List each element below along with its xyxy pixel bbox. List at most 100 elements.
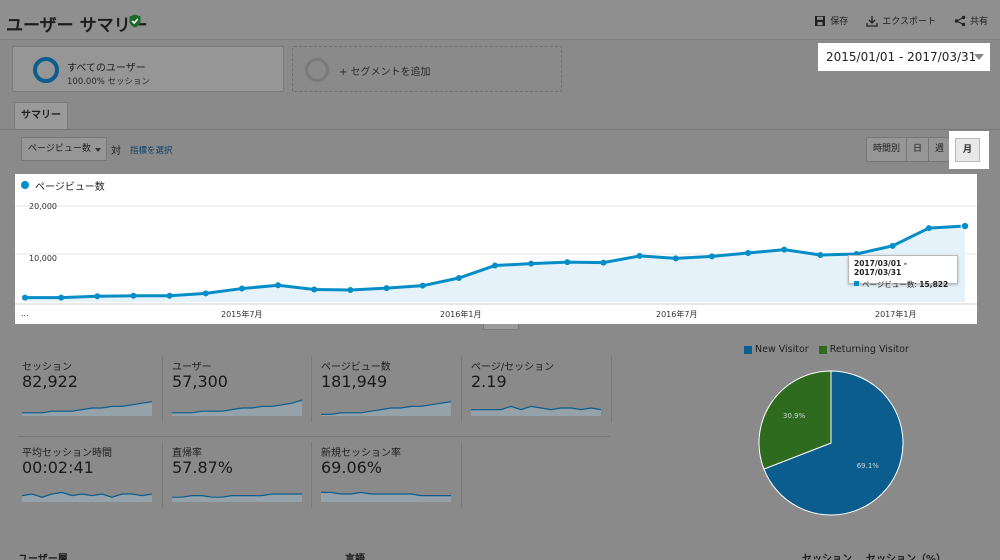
demographics-header: ユーザー層 (18, 554, 68, 560)
metric-divider (461, 442, 462, 508)
metric-bounce-rate[interactable]: 直帰率 57.87% (172, 444, 312, 516)
share-label: 共有 (969, 17, 988, 27)
legend-swatch (744, 345, 752, 354)
save-label: 保存 (830, 17, 849, 27)
date-range-selector[interactable]: 2015/01/01 - 2017/03/31 (818, 43, 990, 71)
y-tick-label: 10,000 (29, 254, 57, 263)
data-point (528, 260, 535, 267)
x-tick-label: 2016年7月 (656, 310, 698, 319)
sparkline (321, 491, 451, 502)
metrics-row-divider (18, 436, 610, 437)
sparkline (172, 493, 302, 502)
share-button[interactable]: 共有 (954, 14, 988, 27)
metric-pageviews[interactable]: ページビュー数 181,949 (321, 358, 461, 430)
sparkline-line (172, 399, 303, 414)
sparkline-line (471, 405, 602, 411)
metric-value: 181,949 (321, 372, 388, 391)
select-metric-link[interactable]: 指標を選択 (130, 146, 173, 156)
data-point (130, 292, 137, 299)
data-point (960, 221, 970, 231)
metric-divider (162, 356, 163, 422)
language-header: 言語 (345, 554, 365, 560)
metric-select-dropdown[interactable]: ページビュー数 (21, 137, 107, 161)
data-point (383, 285, 390, 292)
granularity-daily-button[interactable]: 日 (907, 138, 930, 161)
metric-value: 82,922 (22, 372, 78, 391)
sparkline-line (321, 491, 451, 497)
metric-avg-session-duration[interactable]: 平均セッション時間 00:02:41 (22, 444, 162, 516)
chart-collapse-handle[interactable] (483, 324, 519, 330)
legend-item-new-visitor[interactable]: New Visitor (744, 344, 809, 355)
data-point (492, 262, 498, 269)
tooltip-series-marker (854, 281, 859, 286)
data-point (636, 252, 643, 259)
granularity-monthly-button[interactable]: 月 (955, 138, 980, 162)
y-tick-label: 20,000 (29, 202, 57, 211)
data-point (347, 287, 354, 293)
granularity-hourly-button[interactable]: 時間別 (867, 138, 908, 161)
sparkline-area (172, 400, 302, 416)
metric-label: 平均セッション時間 (22, 448, 112, 459)
sparkline (471, 405, 602, 416)
metric-value: 57.87% (172, 458, 234, 477)
granularity-weekly-button[interactable]: 週 (935, 144, 945, 154)
x-tick-label: 2015年7月 (221, 310, 263, 319)
export-icon (866, 15, 878, 27)
chevron-down-icon (95, 148, 101, 152)
tab-summary[interactable]: サマリー (14, 102, 68, 129)
add-segment-label: + セグメントを追加 (339, 67, 431, 78)
export-button[interactable]: エクスポート (866, 14, 936, 27)
metric-sessions[interactable]: セッション 82,922 (22, 358, 162, 430)
metric-value: 57,300 (172, 372, 228, 391)
data-point (238, 285, 245, 292)
metric-new-session-rate[interactable]: 新規セッション率 69.06% (321, 444, 461, 516)
segment-ring-icon (33, 57, 59, 83)
data-point (781, 246, 788, 253)
visitor-pie-chart: 69.1% 30.9% (758, 370, 904, 516)
metric-divider (461, 356, 462, 422)
metric-label: 新規セッション率 (321, 448, 401, 459)
data-point (311, 286, 318, 293)
data-point (455, 275, 462, 281)
sparkline-area (471, 406, 601, 416)
metric-divider (162, 442, 163, 508)
sparkline-line (22, 401, 153, 414)
tooltip-value-row: ページビュー数: 15,822 (854, 279, 952, 290)
data-point (275, 282, 282, 289)
metric-label: ページビュー数 (321, 362, 391, 373)
pie-slice-label: 30.9% (783, 412, 806, 420)
sparkline (321, 401, 452, 416)
legend-item-returning-visitor[interactable]: Returning Visitor (818, 344, 909, 355)
series-area (25, 226, 965, 302)
tooltip-value: 15,822 (919, 280, 949, 289)
metric-label: ページ/セッション (471, 362, 555, 373)
metric-select-value: ページビュー数 (28, 144, 91, 154)
sparkline-area (22, 492, 152, 502)
metric-users[interactable]: ユーザー 57,300 (172, 358, 312, 430)
data-point (419, 282, 426, 289)
legend-label: New Visitor (755, 344, 809, 355)
tab-divider (0, 129, 1000, 130)
save-icon (815, 15, 826, 26)
metric-label: 直帰率 (172, 448, 202, 459)
data-point (708, 253, 715, 260)
metric-label: セッション (22, 362, 72, 373)
data-point (166, 292, 173, 299)
page-header: ユーザー サマリー 保存 エクスポート 共有 (0, 0, 1000, 40)
metric-pages-per-session[interactable]: ページ/セッション 2.19 (471, 358, 611, 430)
data-point (925, 225, 932, 232)
sessions-percent-header: セッション（%） (866, 554, 947, 560)
sparkline (22, 491, 153, 502)
save-button[interactable]: 保存 (814, 14, 848, 27)
sparkline-area (172, 494, 302, 502)
sparkline-line (22, 491, 153, 498)
add-segment-button[interactable]: + セグメントを追加 (292, 46, 562, 92)
metric-divider (611, 356, 612, 422)
x-tick-label: 2016年1月 (440, 310, 482, 319)
segment-placeholder-ring-icon (305, 58, 329, 82)
x-tick-label: 2017年1月 (875, 310, 917, 319)
segment-all-users[interactable]: すべてのユーザー 100.00% セッション (12, 46, 284, 92)
data-point (564, 259, 571, 266)
page-title: ユーザー サマリー (6, 16, 148, 36)
legend-swatch (818, 345, 827, 354)
